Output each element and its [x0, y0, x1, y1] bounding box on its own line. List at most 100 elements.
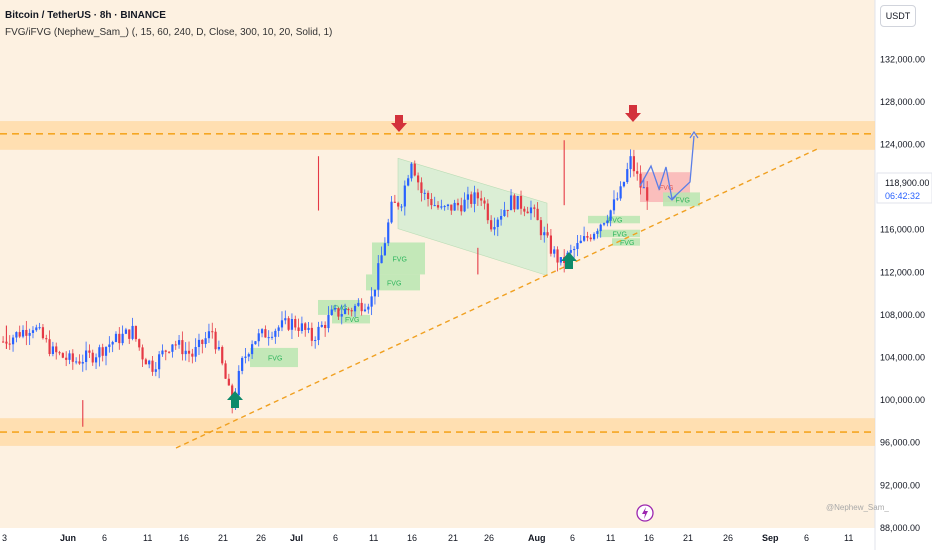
candle-body — [314, 340, 317, 342]
candle-body — [171, 344, 174, 352]
candle-body — [241, 357, 244, 371]
time-tick-label: 26 — [256, 533, 266, 543]
candle-body — [536, 208, 539, 221]
candle-body — [91, 352, 94, 363]
candle-body — [28, 332, 31, 336]
candle-body — [98, 347, 101, 358]
price-tick-label: 112,000.00 — [880, 267, 924, 277]
candle-body — [45, 338, 48, 340]
candle-body — [383, 243, 386, 256]
chart-title: Bitcoin / TetherUS · 8h · BINANCE — [5, 10, 166, 21]
candle-body — [516, 195, 519, 210]
candle-body — [350, 310, 353, 312]
candle-body — [360, 302, 363, 312]
price-axis-background — [875, 0, 932, 550]
candle-body — [529, 207, 533, 214]
candle-body — [280, 320, 284, 328]
candle-body — [244, 356, 247, 358]
candle-body — [407, 178, 410, 186]
indicator-legend[interactable]: FVG/iFVG (Nephew_Sam_) (, 15, 60, 240, D… — [5, 27, 333, 38]
candle-body — [553, 249, 556, 254]
candle-body — [134, 325, 137, 340]
candle-body — [124, 329, 128, 334]
candle-body — [307, 327, 310, 330]
candle-body — [191, 353, 194, 357]
candle-body — [177, 340, 181, 345]
candle-body — [417, 175, 420, 183]
candle-body — [260, 329, 264, 334]
candle-body — [254, 341, 257, 345]
candle-body — [214, 331, 217, 350]
candle-body — [592, 233, 596, 240]
time-tick-label: 11 — [844, 533, 853, 543]
candle-body — [377, 263, 380, 290]
candle-body — [380, 255, 383, 264]
candle-body — [81, 361, 84, 364]
fvg-zone — [250, 347, 298, 368]
lightning-icon[interactable] — [636, 504, 654, 522]
candle-body — [284, 318, 287, 321]
candle-body — [493, 226, 496, 230]
candle-body — [151, 360, 154, 372]
candle-body — [586, 236, 589, 238]
price-tick-label: 116,000.00 — [880, 225, 924, 235]
candle-body — [436, 205, 440, 208]
time-tick-label: Sep — [762, 533, 779, 543]
candle-body — [267, 337, 270, 339]
candle-body — [353, 305, 357, 312]
candle-body — [500, 216, 503, 220]
candle-body — [104, 347, 108, 356]
candle-body — [589, 237, 592, 240]
candle-body — [440, 206, 443, 208]
candle-body — [227, 378, 230, 386]
candle-body — [420, 182, 423, 194]
candle-body — [569, 250, 572, 253]
candle-body — [217, 346, 220, 350]
candle-body — [546, 232, 549, 236]
candle-body — [596, 231, 599, 234]
candle-body — [334, 308, 337, 310]
fvg-label: FVG — [268, 356, 282, 363]
candle-body — [257, 333, 260, 342]
candle-body — [403, 185, 406, 207]
time-axis-background — [0, 528, 875, 550]
price-tag-price: 118,900.00 — [885, 178, 929, 188]
candle-body — [48, 339, 51, 355]
price-tick-label: 88,000.00 — [880, 523, 920, 533]
candle-body — [549, 235, 552, 254]
candle-body — [108, 344, 111, 348]
candle-body — [373, 289, 377, 297]
candle-body — [473, 192, 476, 204]
fvg-zone — [332, 314, 370, 324]
candle-body — [131, 325, 134, 339]
candle-body — [65, 357, 68, 360]
candle-body — [174, 344, 177, 346]
fvg-label: FVG — [676, 197, 690, 204]
candle-body — [629, 156, 632, 170]
candle-body — [513, 195, 516, 210]
candle-body — [556, 249, 559, 263]
fvg-label: FVG — [608, 218, 622, 225]
candle-body — [197, 339, 201, 348]
price-tick-label: 132,000.00 — [880, 54, 925, 64]
time-axis[interactable]: 3 Jun 6 11 16 21 26 Jul 6 11 16 21 26 Aug 6 11 16 21 26 Sep… — [2, 533, 853, 543]
candle-body — [519, 195, 523, 209]
candle-body — [423, 192, 426, 194]
candle-body — [347, 308, 350, 311]
currency-button[interactable]: USDT — [880, 5, 916, 27]
candle-body — [639, 173, 642, 188]
candle-body — [599, 224, 602, 232]
price-tag: 118,900.00 06:42:32 — [876, 172, 932, 204]
candle-body — [480, 198, 483, 201]
candle-body — [337, 308, 340, 317]
candle-body — [476, 192, 479, 199]
candle-body — [367, 306, 370, 310]
time-tick-label: 6 — [333, 533, 338, 543]
candle-body — [616, 198, 619, 200]
candle-body — [35, 327, 38, 331]
candle-body — [294, 319, 297, 328]
arrows-layer — [227, 105, 641, 408]
candle-body — [300, 323, 303, 331]
